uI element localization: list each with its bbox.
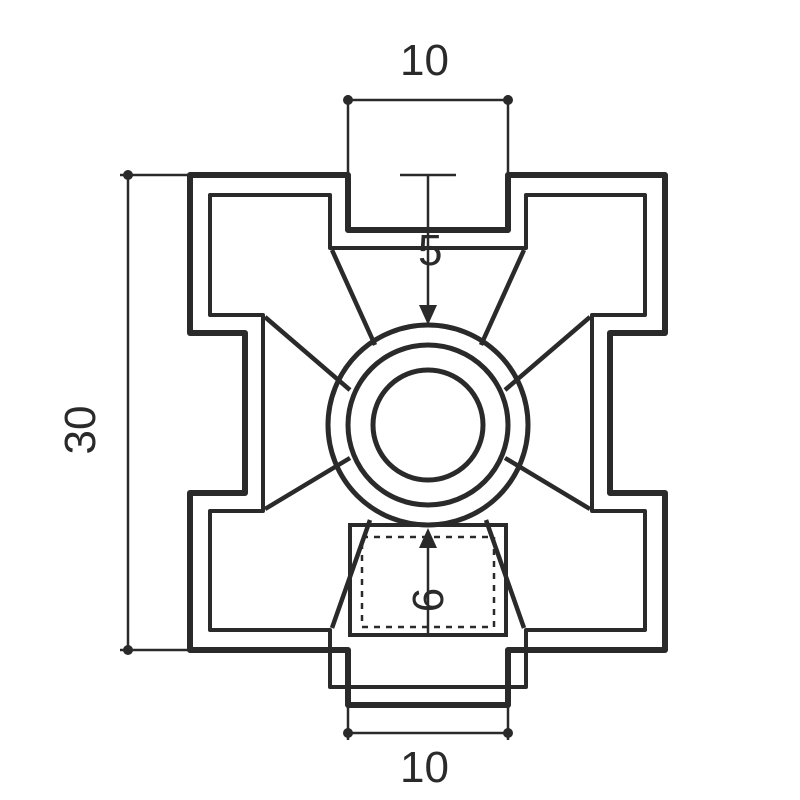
dim-left-height: 30 [56, 170, 190, 655]
dim-top-width: 10 [343, 36, 513, 175]
center-boss [328, 325, 528, 525]
dim-bottom-depth: 6 [400, 528, 456, 635]
technical-drawing: 10 30 10 5 6 [0, 0, 800, 800]
dim-left-height-label: 30 [56, 406, 105, 455]
dim-bottom-depth-label: 6 [404, 588, 453, 612]
dim-top-depth-label: 5 [418, 226, 442, 275]
dim-bottom-width: 10 [343, 705, 513, 792]
dim-bottom-width-label: 10 [400, 743, 449, 792]
dim-top-width-label: 10 [400, 36, 449, 85]
